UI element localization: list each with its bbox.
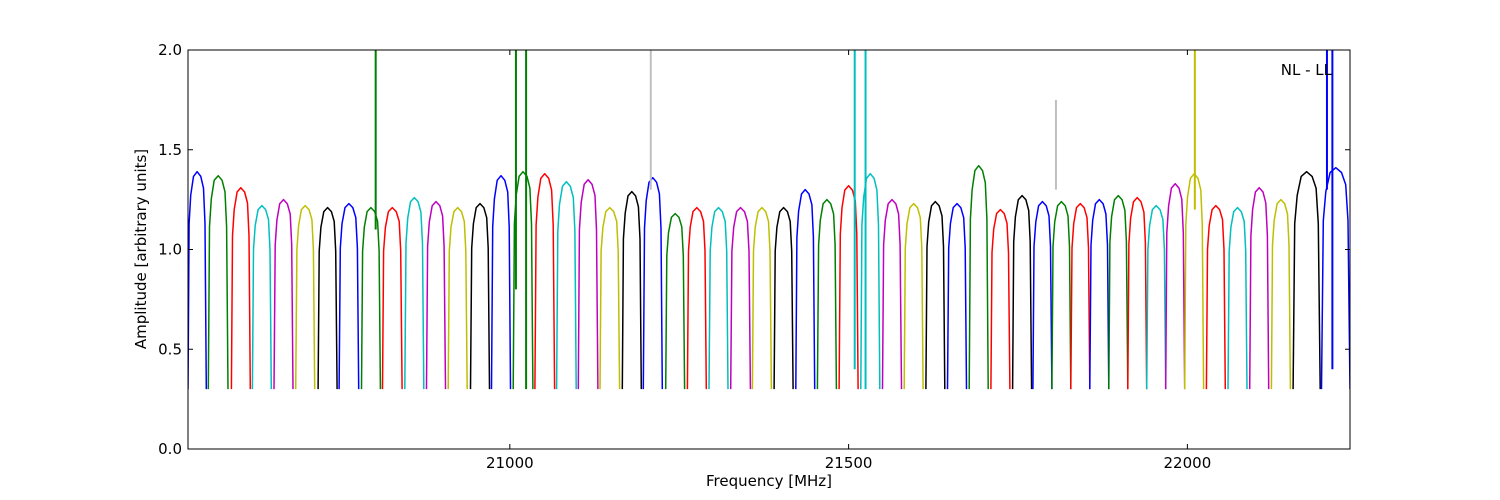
y-tick-label: 2.0 [158, 41, 182, 59]
band-line-18 [555, 180, 577, 390]
band-line-47 [1164, 182, 1186, 390]
band-line-13 [447, 206, 468, 390]
x-tick-label: 22000 [1164, 454, 1212, 472]
band-line-7 [317, 206, 338, 390]
y-tick-label: 1.0 [158, 241, 182, 259]
band-line-3 [230, 186, 252, 390]
band-line-51 [1248, 186, 1270, 390]
band-line-46 [1145, 204, 1167, 390]
band-line-38 [990, 208, 1011, 390]
band-line-19 [577, 178, 599, 390]
band-line-23 [664, 212, 686, 390]
band-line-42 [1070, 202, 1091, 390]
band-line-24 [686, 206, 708, 390]
band-line-37 [968, 164, 989, 390]
band-line-32 [860, 172, 881, 390]
band-line-8 [338, 202, 360, 390]
y-tick-label: 0.0 [158, 440, 182, 458]
band-line-33 [881, 198, 903, 390]
x-axis-title: Frequency [MHz] [706, 472, 832, 490]
band-line-20 [599, 206, 621, 390]
x-tick-label: 21500 [825, 454, 873, 472]
band-line-36 [946, 202, 968, 390]
band-line-39 [1011, 194, 1033, 390]
band-line-9 [360, 206, 382, 390]
band-line-17 [534, 172, 556, 390]
band-line-43 [1089, 198, 1110, 390]
band-line-2 [207, 174, 229, 390]
plot-marks [188, 50, 1350, 390]
band-line-45 [1127, 196, 1148, 390]
band-line-49 [1205, 204, 1227, 390]
plot-area [188, 50, 1350, 449]
band-line-15 [490, 174, 512, 390]
plot-annotation: NL - LL [1281, 61, 1333, 79]
x-tick-label: 21000 [486, 454, 534, 472]
band-line-21 [621, 190, 643, 390]
band-line-40 [1032, 200, 1053, 390]
band-line-53 [1292, 170, 1321, 390]
axis-ticks: 21000 21500 22000 0.0 0.5 1.0 1.5 2.0 [158, 41, 1350, 472]
band-line-29 [795, 188, 816, 390]
band-line-10 [381, 206, 403, 390]
band-line-14 [469, 202, 491, 390]
band-line-31 [838, 184, 859, 390]
band-line-1 [188, 170, 208, 390]
y-axis-title: Amplitude [arbitrary units] [132, 149, 150, 349]
band-line-6 [294, 204, 316, 390]
band-line-27 [751, 206, 773, 390]
band-line-41 [1051, 200, 1072, 390]
band-line-11 [404, 196, 425, 390]
band-line-26 [729, 206, 752, 390]
band-line-4 [251, 204, 273, 390]
band-line-34 [903, 202, 924, 390]
band-line-52 [1270, 198, 1292, 390]
band-line-25 [708, 206, 729, 390]
y-tick-label: 0.5 [158, 340, 182, 358]
band-line-30 [816, 198, 838, 390]
band-line-28 [773, 206, 794, 390]
band-line-44 [1108, 194, 1129, 390]
band-line-54 [1320, 166, 1350, 390]
band-line-35 [925, 200, 946, 390]
band-line-5 [273, 198, 294, 390]
band-line-12 [425, 200, 447, 390]
y-tick-label: 1.5 [158, 141, 182, 159]
band-line-50 [1227, 206, 1248, 390]
band-line-22 [642, 176, 664, 390]
